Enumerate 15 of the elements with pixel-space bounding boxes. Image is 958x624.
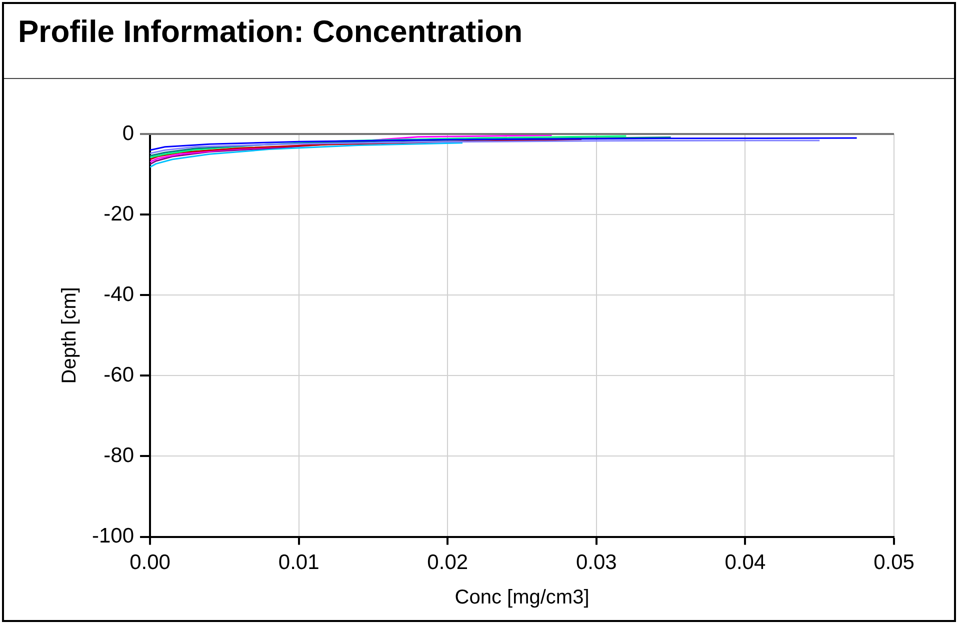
x-tick-label: 0.05 (874, 551, 914, 574)
y-tick-label: -100 (92, 524, 134, 548)
chart-title: Profile Information: Concentration (18, 14, 523, 50)
y-axis-title: Depth [cm] (58, 287, 81, 384)
x-axis-title: Conc [mg/cm3] (454, 586, 590, 609)
x-tick-label: 0.04 (724, 551, 766, 574)
y-tick-label: -60 (104, 363, 134, 386)
x-tick-label: 0.01 (278, 551, 320, 574)
y-tick-label: -20 (104, 202, 134, 226)
y-tick-label: -40 (104, 282, 134, 306)
y-tick-label: -80 (104, 444, 134, 468)
x-tick-label: 0.03 (576, 551, 617, 574)
x-tick-label: 0.00 (130, 551, 170, 574)
y-tick-label: 0 (122, 122, 134, 145)
x-tick-label: 0.02 (427, 551, 468, 574)
